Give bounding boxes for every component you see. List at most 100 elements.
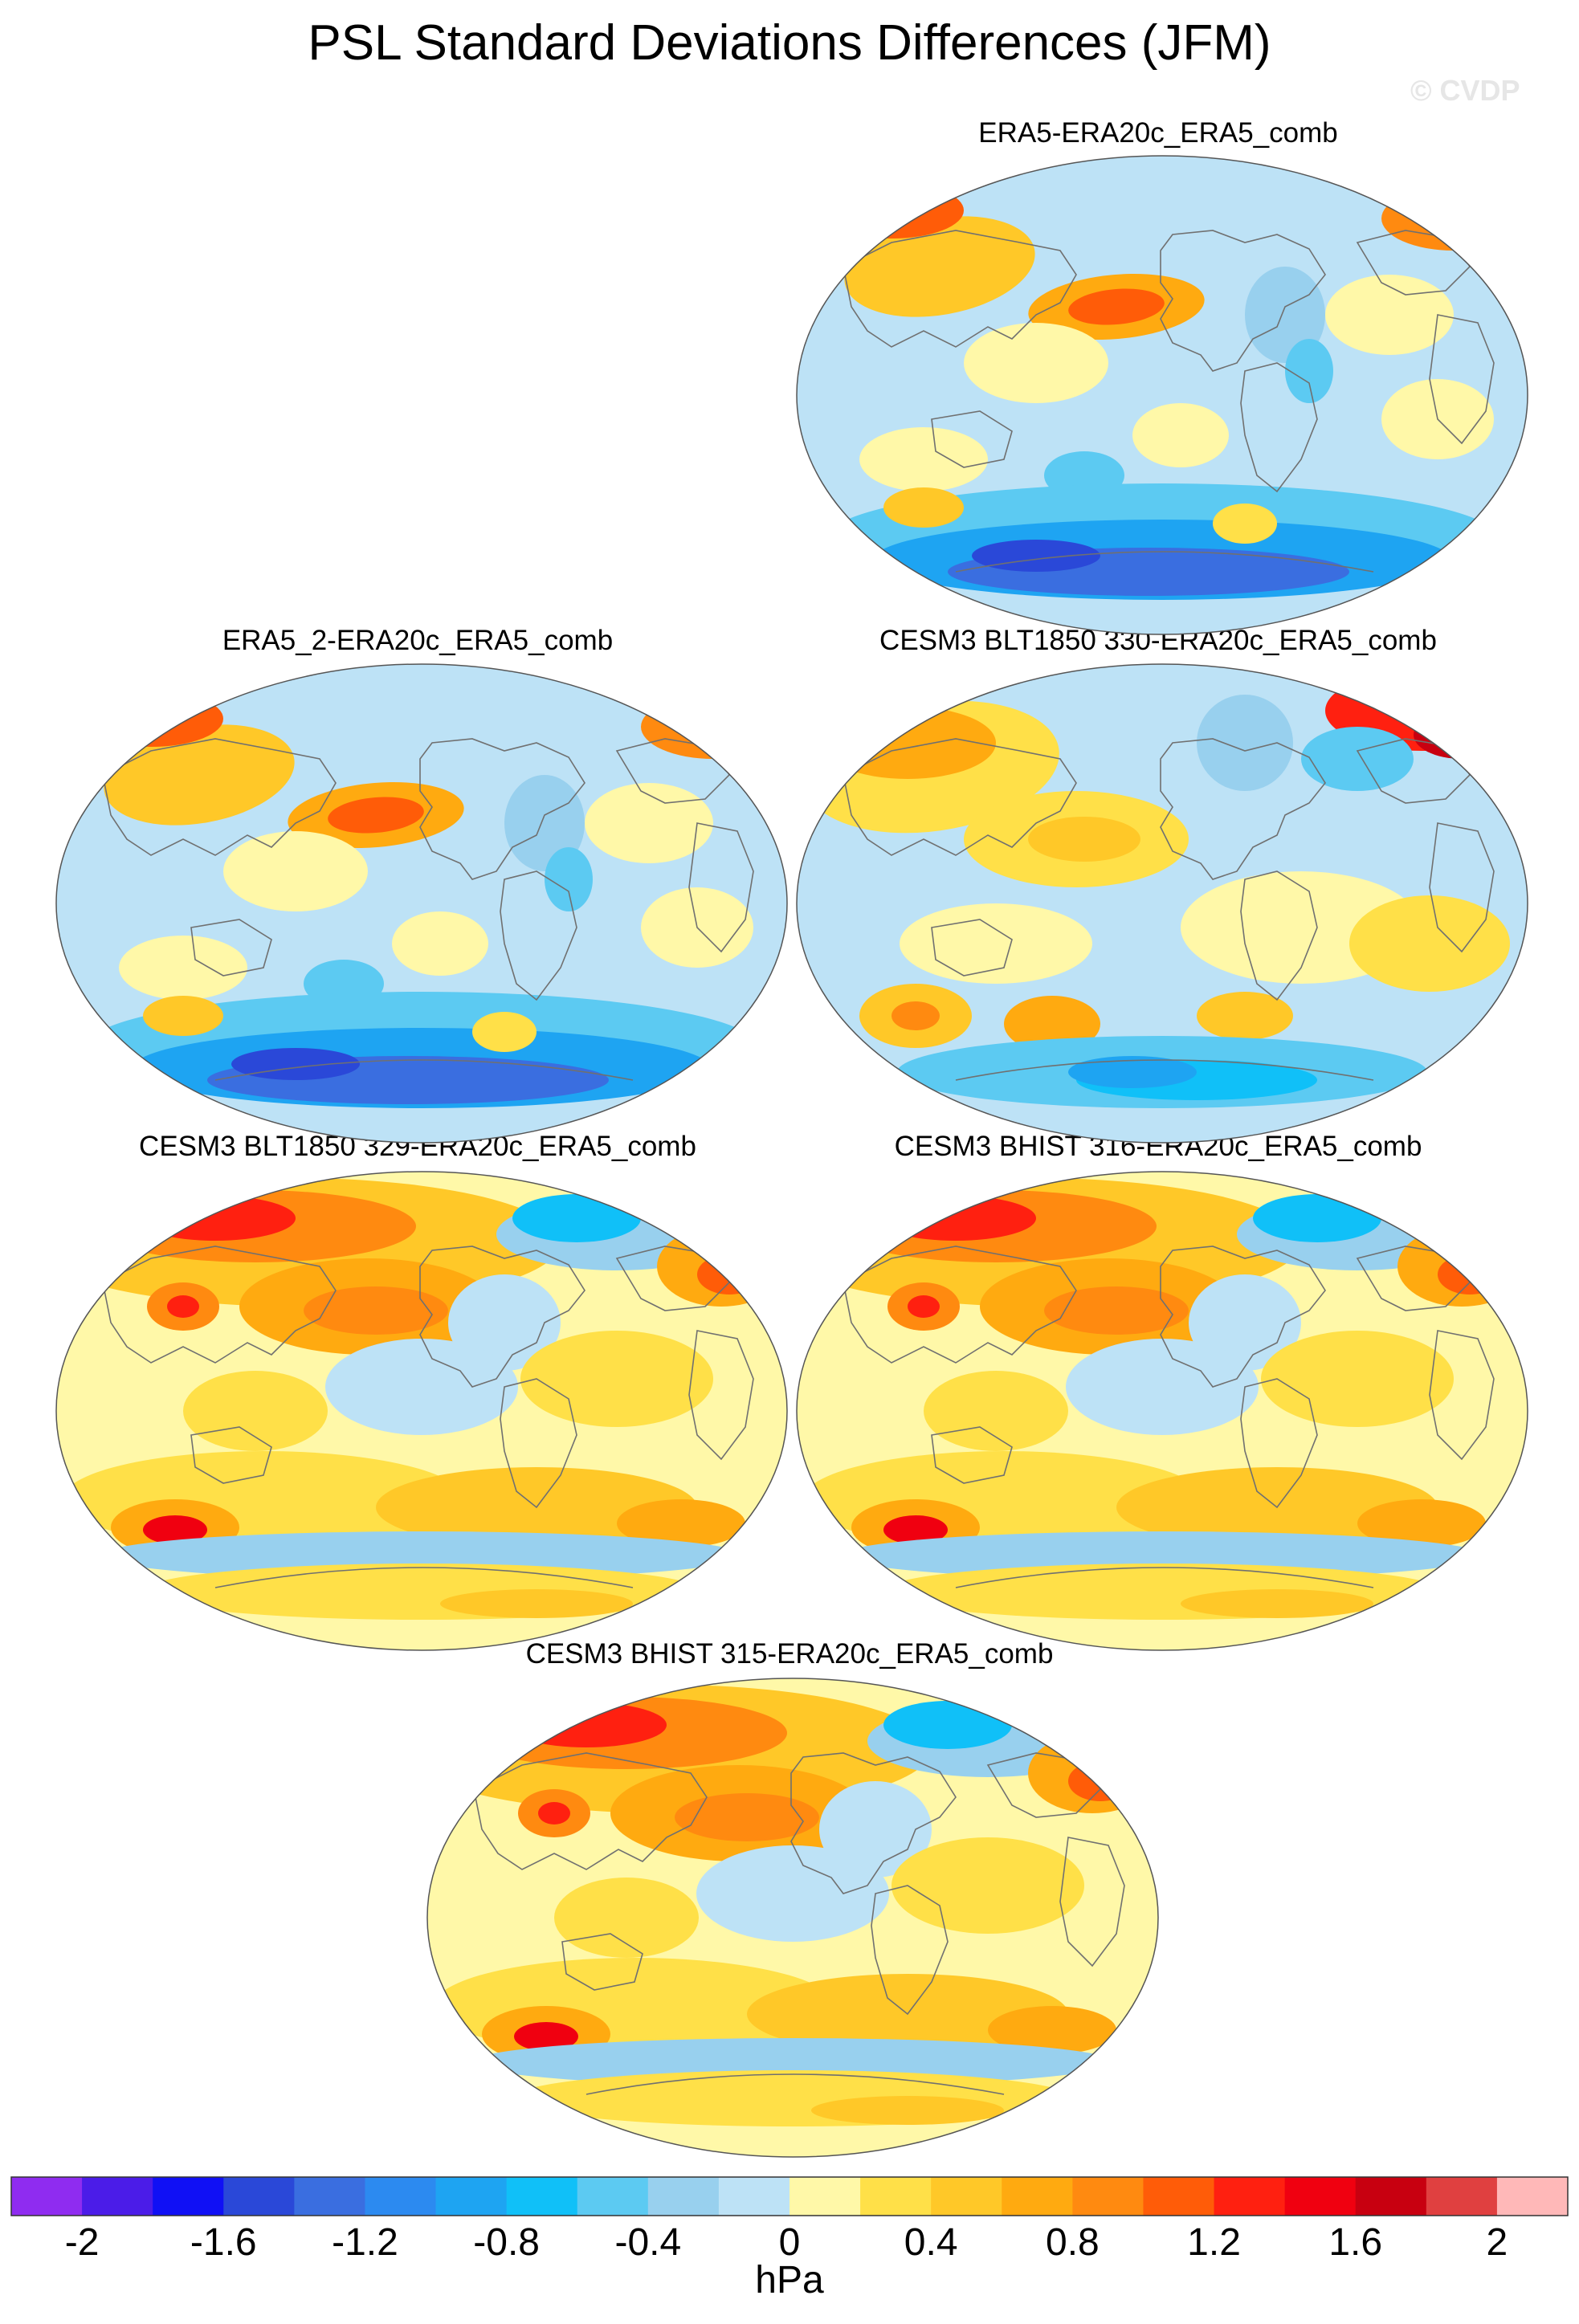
contour-region	[554, 1878, 699, 1958]
coastline	[688, 822, 754, 953]
coastline	[843, 1246, 1077, 1364]
contour-region	[223, 831, 368, 911]
contour-region	[512, 1194, 641, 1242]
contour-region	[924, 1371, 1068, 1451]
coastline	[419, 1246, 585, 1388]
contour-region	[1261, 1331, 1454, 1427]
colorbar-tick-label: 0	[778, 2221, 801, 2264]
contour-region	[737, 711, 787, 759]
colorbar-tick-label: -0.4	[614, 2221, 682, 2264]
coastline	[955, 1567, 1374, 1588]
contour-region	[972, 540, 1100, 572]
map-panel-2	[55, 663, 788, 1144]
colorbar-tick-label: 0.8	[1045, 2221, 1100, 2264]
contour-region	[1028, 817, 1140, 862]
coastline	[561, 1933, 643, 1991]
colorbar-swatch	[1143, 2177, 1215, 2216]
colorbar-swatch	[790, 2177, 861, 2216]
contour-region	[231, 1048, 360, 1080]
contour-region	[328, 797, 424, 834]
contour-region	[1325, 275, 1454, 355]
coastline	[585, 2073, 1005, 2095]
coastline	[931, 919, 1013, 976]
contour-region	[1381, 186, 1526, 251]
coastline	[190, 1426, 272, 1484]
contour-region	[883, 487, 964, 528]
map-outline	[796, 155, 1528, 635]
coastline	[955, 551, 1374, 573]
colorbar-swatch	[1284, 2177, 1357, 2216]
coastline	[1240, 362, 1318, 493]
panel-title-2: ERA5_2-ERA20c_ERA5_comb	[222, 625, 614, 656]
contour-region	[1213, 504, 1277, 544]
colorbar-tick-label: 2	[1486, 2221, 1508, 2264]
contour-region	[1253, 1194, 1381, 1242]
contour-region	[1245, 267, 1325, 363]
contour-region	[1066, 1339, 1259, 1435]
contour-region	[641, 695, 785, 759]
coastline	[1429, 822, 1495, 953]
contour-region	[104, 724, 295, 826]
contour-region	[325, 1339, 518, 1435]
coastline	[931, 410, 1013, 468]
contour-region	[512, 2070, 1074, 2126]
coastline	[688, 1330, 754, 1461]
coastline	[102, 738, 337, 856]
contour-region	[988, 2006, 1116, 2054]
colorbar-swatch	[1355, 2177, 1427, 2216]
contour-region	[811, 2096, 1004, 2125]
contour-region	[1301, 727, 1414, 791]
colorbar-swatch	[1496, 2177, 1569, 2216]
contour-region	[538, 1802, 570, 1825]
contour-region	[1357, 1499, 1486, 1547]
coastline	[1356, 738, 1471, 804]
colorbar-swatch	[365, 2177, 437, 2216]
contour-region	[143, 1515, 207, 1544]
contour-region	[143, 996, 223, 1036]
coastline	[473, 1752, 708, 1870]
contour-region	[1068, 1761, 1132, 1801]
contour-region	[697, 1254, 761, 1295]
field-contours	[797, 1172, 1528, 1650]
contour-region	[1068, 1056, 1197, 1088]
contour-region	[100, 1531, 743, 1580]
colorbar-tick-label: -2	[64, 2221, 100, 2264]
contour-region	[819, 1781, 932, 1878]
contour-region	[304, 1286, 448, 1335]
panel-title-6: CESM3 BHIST 315-ERA20c_ERA5_comb	[525, 1638, 1054, 1670]
colorbar-swatch	[1002, 2177, 1073, 2216]
coastline	[500, 870, 577, 1001]
contour-region	[1285, 339, 1333, 403]
coastline	[615, 1246, 730, 1311]
contour-region	[545, 847, 593, 911]
colorbar-swatch	[11, 2177, 83, 2216]
coastline	[790, 1752, 957, 1894]
page-title: PSL Standard Deviations Differences (JFM…	[308, 15, 1271, 71]
coastline	[214, 1567, 634, 1588]
map-panel-3	[796, 663, 1528, 1144]
contour-region	[1181, 1589, 1373, 1618]
map-outline	[796, 663, 1528, 1144]
coastline	[931, 1426, 1013, 1484]
colorbar-swatch	[577, 2177, 649, 2216]
contour-region	[900, 903, 1092, 984]
contour-region	[883, 1701, 1012, 1749]
field-contours	[427, 1678, 1158, 2157]
map-outline	[55, 1171, 788, 1651]
colorbar-swatch	[931, 2177, 1002, 2216]
coastline	[1240, 1378, 1318, 1509]
contour-region	[1028, 1733, 1157, 1813]
colorbar-units: hPa	[755, 2259, 824, 2302]
colorbar-swatch	[1214, 2177, 1286, 2216]
colorbar-swatch	[153, 2177, 224, 2216]
colorbar-tick-label: -1.2	[332, 2221, 398, 2264]
contour-region	[1349, 895, 1510, 992]
contour-region	[875, 1196, 1036, 1241]
coastline	[1356, 230, 1471, 296]
contour-region	[119, 936, 247, 1000]
map-panel-5	[796, 1171, 1528, 1651]
contour-region	[514, 2022, 578, 2051]
colorbar-tick-label: -1.6	[190, 2221, 257, 2264]
map-panel-1	[796, 155, 1528, 635]
field-contours	[797, 156, 1528, 634]
